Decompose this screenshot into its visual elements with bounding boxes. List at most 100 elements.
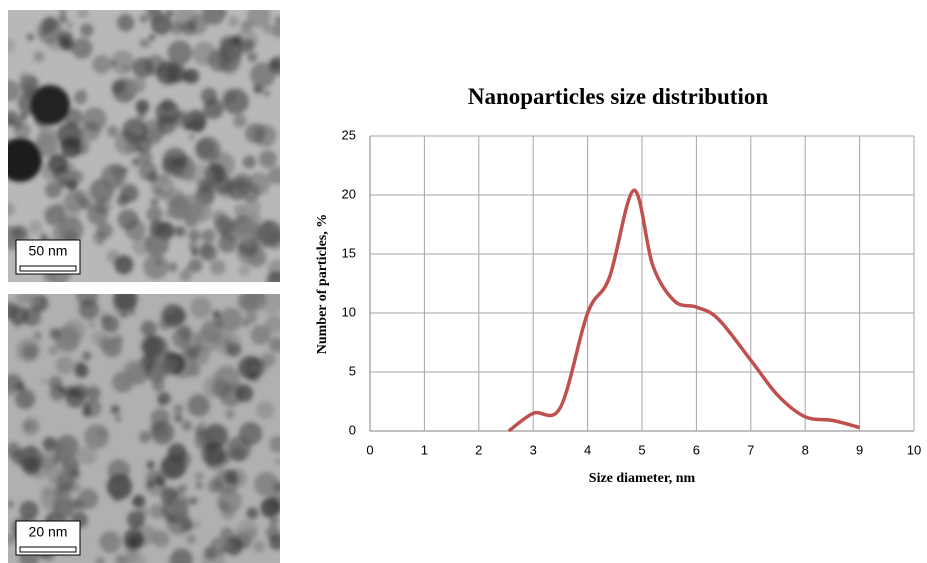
texture bbox=[265, 315, 280, 334]
x-tick-label: 2 bbox=[475, 442, 482, 457]
texture bbox=[64, 108, 83, 127]
texture bbox=[167, 557, 176, 563]
texture bbox=[198, 10, 215, 19]
texture bbox=[114, 255, 134, 275]
texture bbox=[243, 39, 255, 51]
texture bbox=[181, 20, 197, 36]
y-tick-label: 15 bbox=[342, 245, 356, 260]
texture bbox=[227, 342, 242, 358]
texture bbox=[96, 198, 112, 214]
texture bbox=[271, 23, 280, 38]
texture bbox=[129, 308, 136, 316]
texture bbox=[113, 495, 121, 503]
texture bbox=[244, 310, 258, 324]
tem-image: 20 nm bbox=[8, 294, 280, 563]
texture bbox=[224, 536, 243, 556]
texture bbox=[74, 363, 89, 379]
texture bbox=[252, 540, 266, 553]
texture bbox=[129, 533, 146, 550]
texture bbox=[96, 222, 113, 239]
texture bbox=[152, 352, 177, 377]
texture bbox=[173, 404, 184, 414]
tem-image: 50 nm bbox=[8, 10, 280, 282]
texture bbox=[132, 494, 146, 508]
texture bbox=[8, 138, 42, 182]
data-line bbox=[507, 188, 861, 433]
texture bbox=[235, 384, 254, 403]
texture bbox=[254, 471, 279, 497]
texture bbox=[213, 318, 224, 329]
texture bbox=[190, 296, 212, 319]
texture bbox=[122, 118, 148, 144]
texture bbox=[26, 445, 37, 456]
texture bbox=[189, 497, 198, 505]
texture bbox=[38, 451, 58, 471]
texture bbox=[209, 152, 236, 178]
texture bbox=[269, 492, 280, 511]
y-tick-label: 25 bbox=[342, 127, 356, 142]
texture bbox=[181, 420, 192, 431]
texture bbox=[8, 38, 16, 53]
texture bbox=[268, 534, 280, 550]
texture bbox=[108, 343, 119, 354]
texture bbox=[189, 200, 212, 223]
texture bbox=[60, 137, 82, 158]
texture bbox=[167, 40, 193, 65]
texture bbox=[258, 150, 277, 168]
texture bbox=[99, 531, 122, 554]
texture bbox=[66, 21, 74, 29]
texture bbox=[167, 262, 178, 273]
texture bbox=[44, 182, 62, 199]
x-tick-label: 0 bbox=[366, 442, 373, 457]
texture bbox=[50, 455, 61, 467]
texture bbox=[139, 430, 152, 443]
texture bbox=[124, 548, 139, 563]
texture bbox=[58, 14, 68, 24]
texture bbox=[137, 150, 153, 166]
texture bbox=[117, 209, 139, 231]
texture bbox=[47, 466, 68, 488]
texture bbox=[8, 80, 21, 102]
texture bbox=[173, 413, 183, 423]
texture bbox=[233, 188, 240, 195]
x-tick-label: 5 bbox=[638, 442, 645, 457]
texture bbox=[269, 59, 280, 71]
texture bbox=[262, 509, 270, 517]
texture bbox=[169, 193, 190, 213]
texture bbox=[269, 435, 280, 453]
texture bbox=[15, 389, 36, 409]
scale-label: 50 nm bbox=[29, 243, 68, 259]
texture bbox=[33, 331, 43, 341]
y-tick-label: 5 bbox=[349, 363, 356, 378]
texture bbox=[151, 378, 165, 392]
texture bbox=[214, 215, 235, 236]
texture bbox=[188, 229, 201, 242]
texture bbox=[140, 320, 157, 337]
texture bbox=[80, 121, 101, 142]
texture bbox=[200, 87, 218, 105]
texture bbox=[188, 258, 203, 273]
texture bbox=[155, 423, 171, 439]
texture bbox=[41, 378, 48, 385]
texture bbox=[111, 60, 118, 67]
texture bbox=[97, 239, 104, 246]
texture bbox=[82, 351, 92, 361]
texture bbox=[169, 21, 184, 35]
texture bbox=[173, 225, 185, 237]
x-tick-label: 6 bbox=[693, 442, 700, 457]
texture bbox=[160, 493, 175, 507]
texture bbox=[178, 484, 187, 493]
texture bbox=[268, 336, 280, 353]
texture bbox=[71, 498, 83, 510]
texture bbox=[66, 178, 78, 191]
texture bbox=[222, 336, 233, 347]
texture bbox=[228, 16, 239, 27]
texture bbox=[256, 401, 275, 420]
texture bbox=[246, 507, 259, 520]
texture bbox=[148, 34, 156, 41]
texture bbox=[192, 41, 217, 66]
texture bbox=[171, 165, 184, 178]
texture bbox=[249, 364, 261, 375]
texture bbox=[217, 233, 238, 253]
